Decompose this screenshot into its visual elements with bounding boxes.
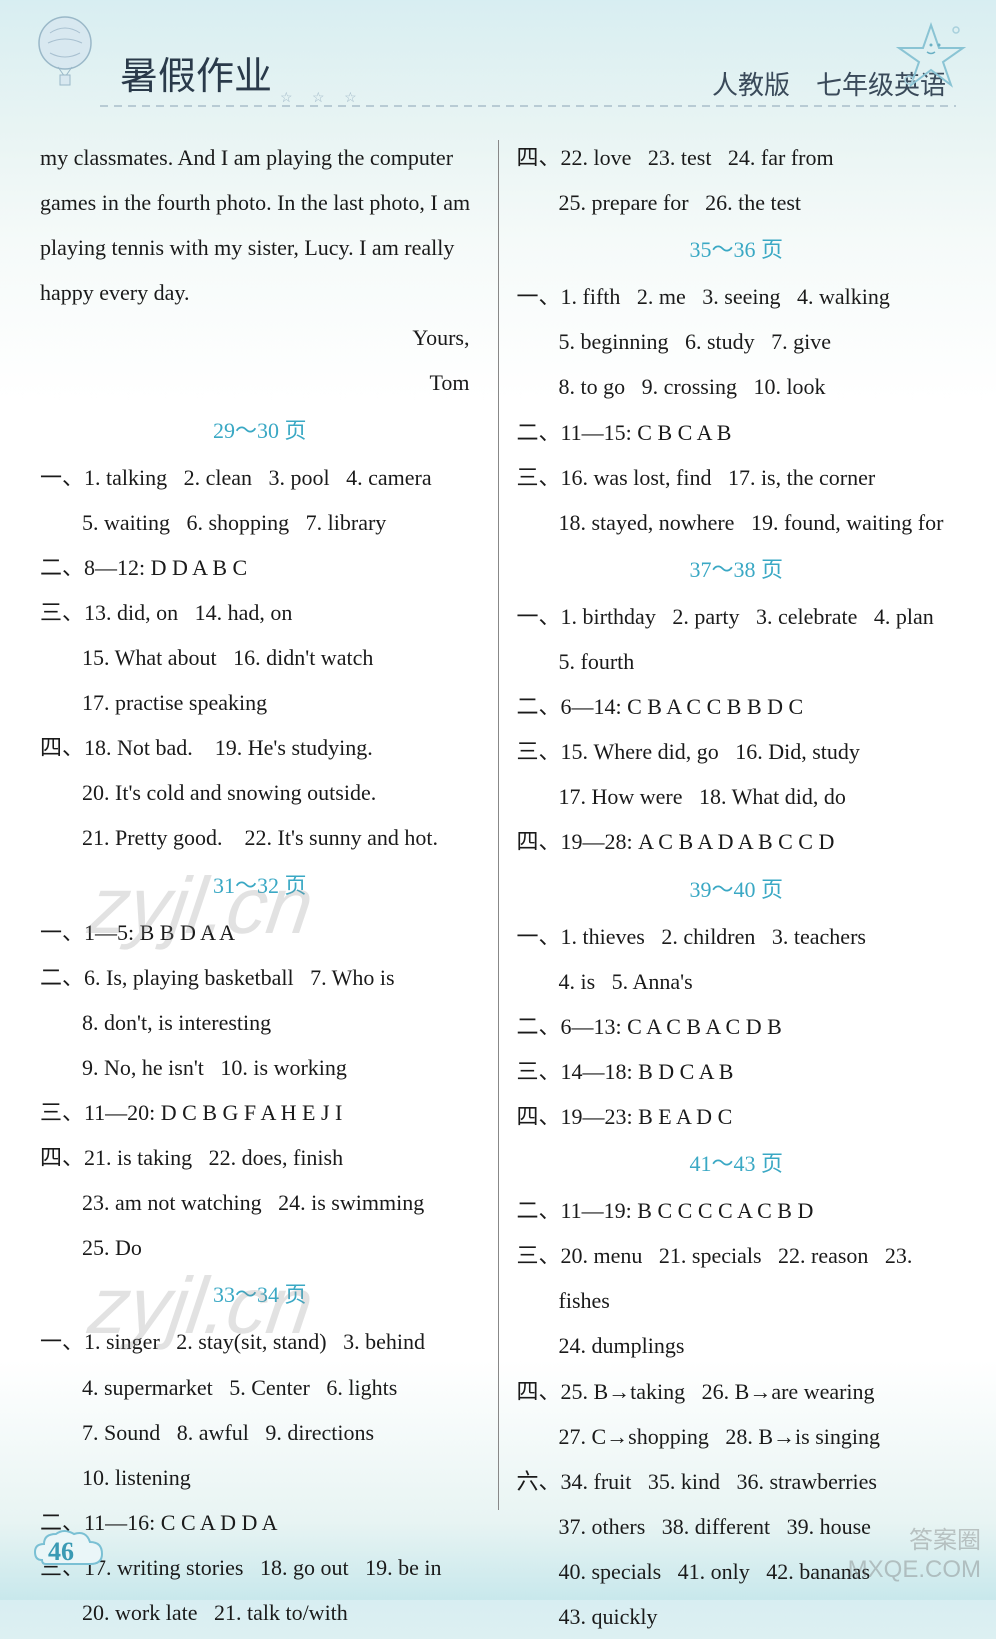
answer-line: 8. don't, is interesting — [40, 1000, 480, 1045]
answer-line: 10. listening — [40, 1455, 480, 1500]
answer-line: 三、13. did, on 14. had, on — [40, 590, 480, 635]
answer-line: 15. What about 16. didn't watch — [40, 635, 480, 680]
answer-line: 20. It's cold and snowing outside. — [40, 770, 480, 815]
intro-line: playing tennis with my sister, Lucy. I a… — [40, 225, 480, 270]
answer-line: 21. Pretty good. 22. It's sunny and hot. — [40, 815, 480, 860]
answer-line: 二、11—19: B C C C C A C B D — [517, 1188, 957, 1233]
answer-line: 5. fourth — [517, 639, 957, 684]
answer-line: 43. quickly — [517, 1594, 957, 1639]
section-label: 31～32 页 — [40, 863, 480, 908]
answer-line: 18. stayed, nowhere 19. found, waiting f… — [517, 500, 957, 545]
star-icon — [891, 20, 971, 100]
corner-watermark: 答案圈 MXQE.COM — [848, 1527, 981, 1585]
answer-line: 17. How were 18. What did, do — [517, 774, 957, 819]
answer-line: 三、20. menu 21. specials 22. reason 23. f… — [517, 1233, 957, 1323]
answer-line: 三、11—20: D C B G F A H E J I — [40, 1090, 480, 1135]
signature: Tom — [40, 360, 480, 405]
answer-line: 二、6. Is, playing basketball 7. Who is — [40, 955, 480, 1000]
intro-line: games in the fourth photo. In the last p… — [40, 180, 480, 225]
answer-line: 20. work late 21. talk to/with — [40, 1590, 480, 1635]
section-label: 41～43 页 — [517, 1141, 957, 1186]
answer-line: 27. C→shopping 28. B→is singing — [517, 1414, 957, 1459]
balloon-icon — [30, 15, 100, 95]
answer-line: 四、22. love 23. test 24. far from — [517, 135, 957, 180]
right-column: 四、22. love 23. test 24. far from 25. pre… — [499, 135, 957, 1510]
answer-line: 9. No, he isn't 10. is working — [40, 1045, 480, 1090]
answer-line: 三、14—18: B D C A B — [517, 1049, 957, 1094]
answer-line: 25. Do — [40, 1225, 480, 1270]
answer-line: 四、25. B→taking 26. B→are wearing — [517, 1369, 957, 1414]
answer-line: 四、19—23: B E A D C — [517, 1094, 957, 1139]
answer-line: 8. to go 9. crossing 10. look — [517, 364, 957, 409]
section-label: 37～38 页 — [517, 547, 957, 592]
answer-line: 三、16. was lost, find 17. is, the corner — [517, 455, 957, 500]
answer-line: 一、1. birthday 2. party 3. celebrate 4. p… — [517, 594, 957, 639]
answer-line: 四、21. is taking 22. does, finish — [40, 1135, 480, 1180]
answer-line: 17. practise speaking — [40, 680, 480, 725]
answer-line: 二、6—14: C B A C C B B D C — [517, 684, 957, 729]
left-column: my classmates. And I am playing the comp… — [40, 135, 498, 1510]
section-label: 29～30 页 — [40, 408, 480, 453]
signature: Yours, — [40, 315, 480, 360]
corner-line: 答案圈 — [848, 1527, 981, 1556]
answer-line: 四、18. Not bad. 19. He's studying. — [40, 725, 480, 770]
answer-line: 4. is 5. Anna's — [517, 959, 957, 1004]
answer-line: 二、11—15: C B C A B — [517, 410, 957, 455]
answer-line: 三、15. Where did, go 16. Did, study — [517, 729, 957, 774]
answer-line: 4. supermarket 5. Center 6. lights — [40, 1365, 480, 1410]
answer-line: 23. am not watching 24. is swimming — [40, 1180, 480, 1225]
answer-line: 7. Sound 8. awful 9. directions — [40, 1410, 480, 1455]
answer-line: 5. waiting 6. shopping 7. library — [40, 500, 480, 545]
answer-line: 一、1. thieves 2. children 3. teachers — [517, 914, 957, 959]
corner-line: MXQE.COM — [848, 1556, 981, 1585]
page-number-wrap: 46 — [30, 1520, 110, 1575]
section-label: 33～34 页 — [40, 1272, 480, 1317]
title-main: 暑假作业 — [120, 45, 272, 100]
page-header: 暑假作业 ☆ ☆ ☆ 人教版 七年级英语 — [0, 0, 996, 130]
page-number: 46 — [48, 1537, 74, 1567]
answer-line: 六、34. fruit 35. kind 36. strawberries — [517, 1459, 957, 1504]
intro-line: my classmates. And I am playing the comp… — [40, 135, 480, 180]
answer-line: 5. beginning 6. study 7. give — [517, 319, 957, 364]
section-label: 39～40 页 — [517, 867, 957, 912]
header-underline — [100, 105, 956, 107]
answer-line: 二、8—12: D D A B C — [40, 545, 480, 590]
answer-line: 一、1. fifth 2. me 3. seeing 4. walking — [517, 274, 957, 319]
intro-line: happy every day. — [40, 270, 480, 315]
content-area: my classmates. And I am playing the comp… — [0, 135, 996, 1510]
answer-line: 25. prepare for 26. the test — [517, 180, 957, 225]
answer-line: 24. dumplings — [517, 1323, 957, 1368]
answer-line: 一、1—5: B B D A A — [40, 910, 480, 955]
answer-line: 四、19—28: A C B A D A B C C D — [517, 819, 957, 864]
section-label: 35～36 页 — [517, 227, 957, 272]
answer-line: 一、1. talking 2. clean 3. pool 4. camera — [40, 455, 480, 500]
answer-line: 二、6—13: C A C B A C D B — [517, 1004, 957, 1049]
answer-line: 一、1. singer 2. stay(sit, stand) 3. behin… — [40, 1319, 480, 1364]
